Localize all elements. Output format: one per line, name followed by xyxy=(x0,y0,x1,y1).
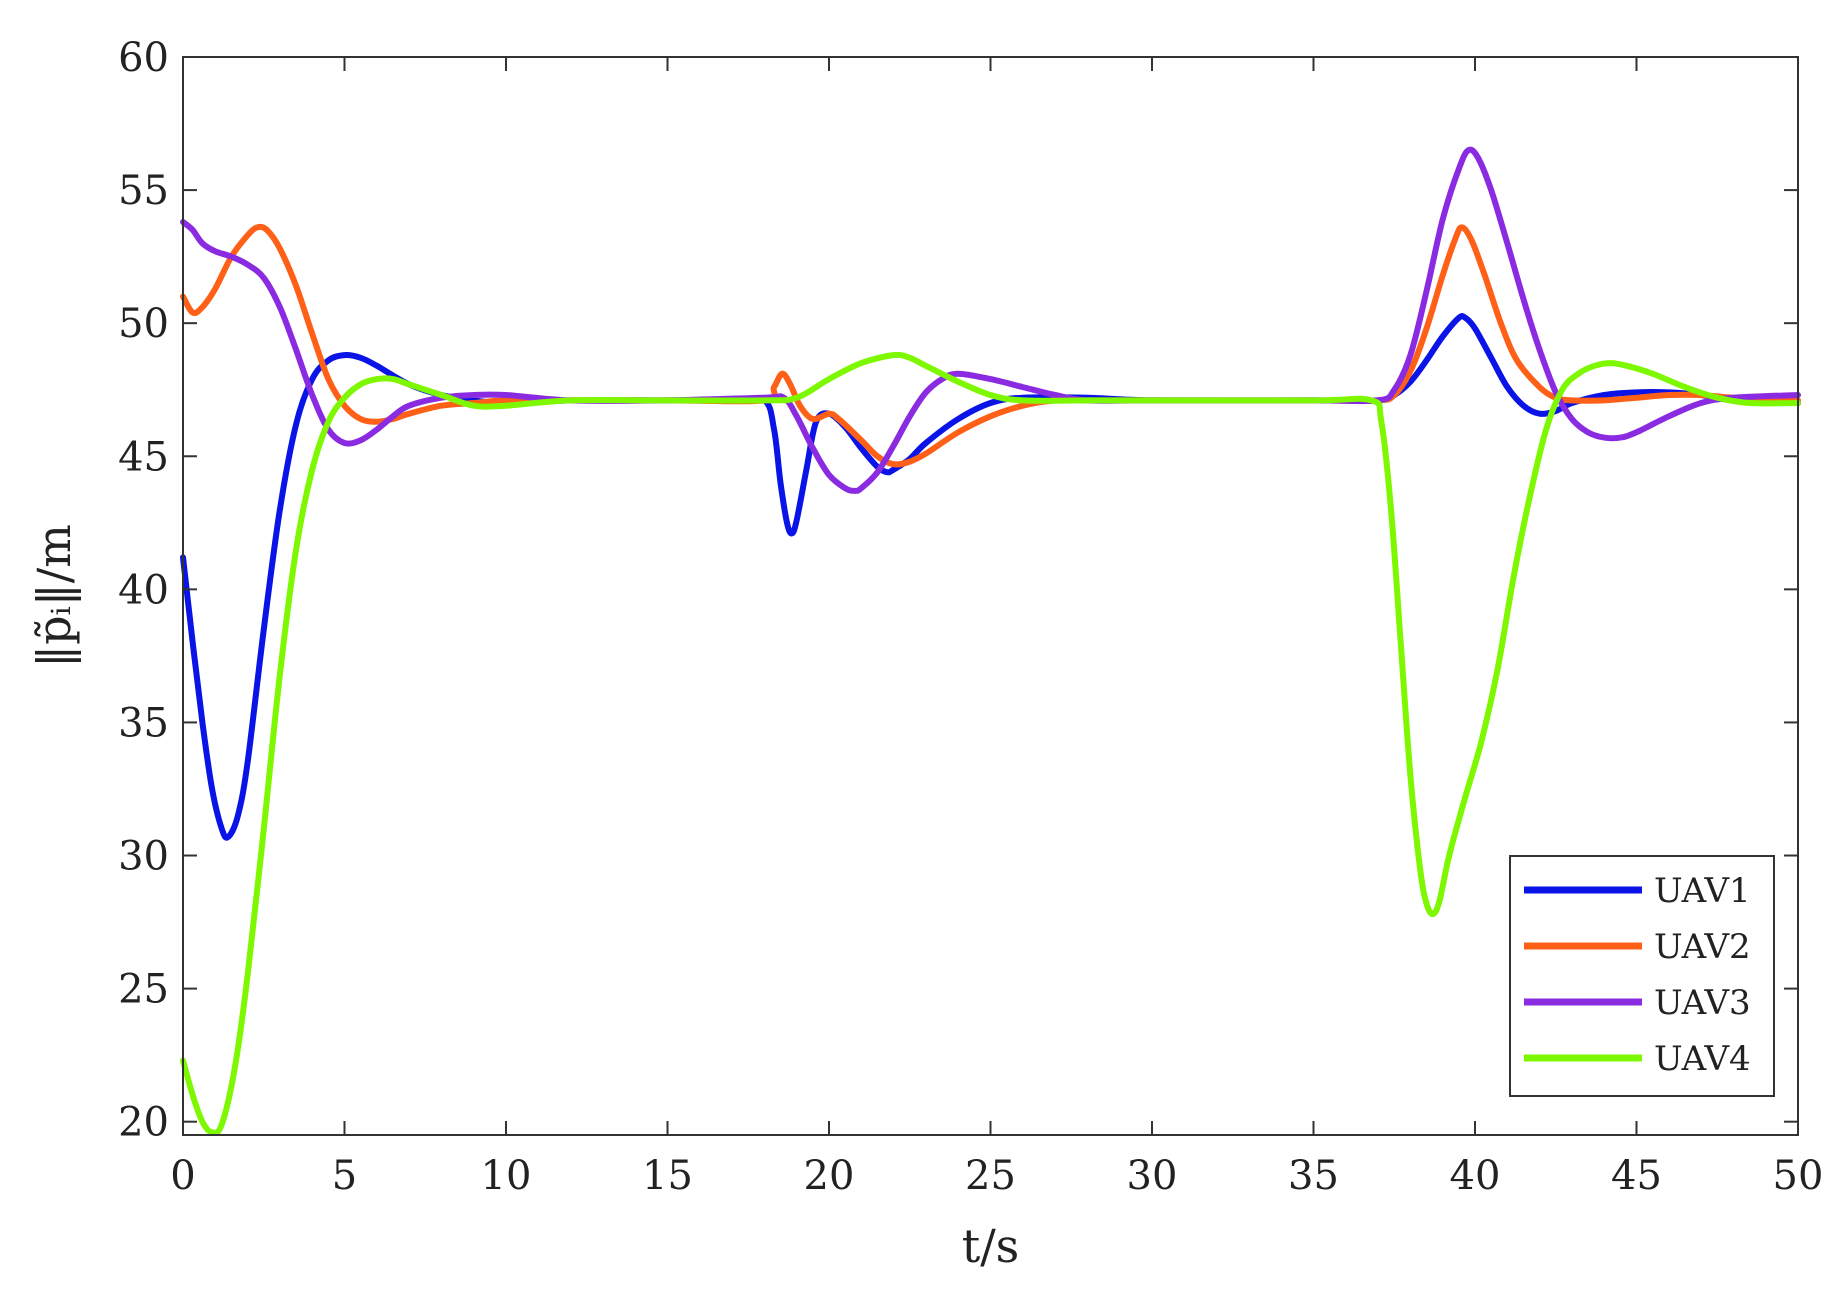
y-tick-label: 40 xyxy=(118,567,169,613)
x-tick-label: 40 xyxy=(1450,1153,1501,1199)
y-tick-label: 30 xyxy=(118,834,169,880)
x-tick-label: 50 xyxy=(1773,1153,1824,1199)
y-tick-label: 50 xyxy=(118,301,169,347)
x-tick-label: 20 xyxy=(804,1153,855,1199)
series-line-uav2 xyxy=(180,223,1801,468)
series-line-uav4 xyxy=(180,351,1801,1136)
x-tick-label: 0 xyxy=(170,1153,195,1199)
y-tick-label: 20 xyxy=(118,1100,169,1146)
y-tick-label: 45 xyxy=(118,434,169,480)
y-tick-label: 55 xyxy=(118,168,169,214)
legend-label-uav3: UAV3 xyxy=(1654,983,1751,1023)
y-tick-label: 35 xyxy=(118,700,169,746)
x-tick-label: 35 xyxy=(1288,1153,1339,1199)
legend-label-uav4: UAV4 xyxy=(1654,1039,1751,1079)
y-axis-label: ‖p̃ᵢ‖/m xyxy=(27,524,81,668)
x-tick-label: 5 xyxy=(332,1153,357,1199)
x-tick-label: 30 xyxy=(1127,1153,1178,1199)
x-tick-label: 45 xyxy=(1611,1153,1662,1199)
x-tick-label: 10 xyxy=(481,1153,532,1199)
x-axis-label: t/s xyxy=(962,1219,1020,1273)
series-line-uav3 xyxy=(180,146,1801,494)
tick-layer: 0 5 10 15 20 25 30 35 40 45 50 20 25 30 35 40 45 50 55 60 xyxy=(118,35,1823,1199)
y-tick-label: 60 xyxy=(118,35,169,81)
legend-label-uav1: UAV1 xyxy=(1654,871,1751,911)
legend-label-uav2: UAV2 xyxy=(1654,927,1751,967)
x-tick-label: 25 xyxy=(965,1153,1016,1199)
y-tick-label: 25 xyxy=(118,967,169,1013)
x-tick-label: 15 xyxy=(642,1153,693,1199)
legend: UAV1 UAV2 UAV3 UAV4 xyxy=(1509,855,1775,1097)
series-layer xyxy=(180,146,1801,1136)
